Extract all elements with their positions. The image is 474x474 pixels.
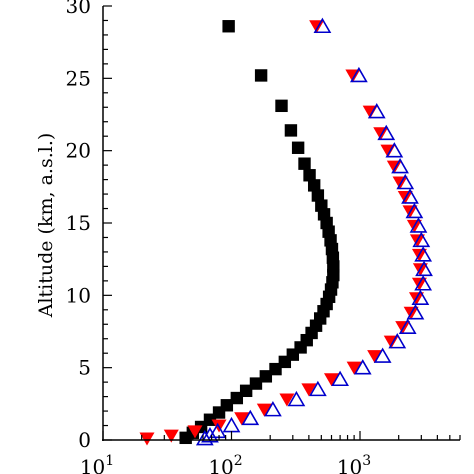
data-point-triangle-down [367, 350, 383, 364]
data-point-square [284, 124, 298, 137]
data-point-triangle-up [222, 416, 241, 433]
data-marks [139, 17, 433, 446]
y-tick-label: 20 [66, 139, 91, 163]
y-tick-label: 0 [78, 428, 91, 452]
data-point-triangle-up [349, 66, 368, 83]
data-point-triangle-down [301, 383, 317, 397]
data-point-square [275, 99, 288, 113]
data-point-triangle-down [139, 432, 155, 446]
y-axis-title: Altitude (km, a.s.l.) [35, 133, 57, 319]
y-tick-label: 10 [66, 283, 91, 307]
data-point-square [179, 431, 192, 445]
data-point-triangle-up [401, 188, 419, 204]
data-point-square [230, 391, 244, 405]
data-point-triangle-up [195, 429, 214, 446]
data-point-square [239, 384, 253, 398]
data-point-square [291, 141, 305, 154]
data-point-triangle-up [287, 390, 306, 407]
y-tick-label: 25 [66, 66, 91, 90]
data-point-triangle-up [313, 17, 332, 34]
y-tick-label: 30 [66, 0, 91, 18]
data-point-square [249, 377, 263, 390]
x-tick-label: 102 [208, 453, 242, 474]
data-point-triangle-up [391, 157, 409, 174]
data-point-triangle-up [241, 409, 260, 426]
data-point-triangle-up [415, 260, 433, 277]
data-point-triangle-up [388, 333, 407, 349]
data-point-square [254, 69, 268, 82]
data-point-square [259, 370, 273, 383]
series-triangle-up-open [195, 17, 433, 446]
data-point-triangle-down [234, 412, 250, 426]
data-point-triangle-up [409, 217, 428, 233]
x-tick-label: 103 [337, 453, 371, 474]
data-point-square [303, 169, 316, 182]
data-point-square [307, 179, 321, 192]
data-point-triangle-up [414, 275, 433, 291]
series-triangle-down [139, 20, 428, 446]
data-point-triangle-down [373, 127, 389, 141]
data-point-triangle-down [256, 403, 272, 417]
axes: 0 5 10 15 20 25 30 101 102 103 [66, 0, 461, 474]
data-point-triangle-up [414, 246, 433, 262]
y-tick-label: 5 [78, 356, 91, 380]
data-point-square [222, 20, 235, 33]
data-point-triangle-up [367, 103, 386, 119]
data-point-triangle-down [187, 425, 203, 439]
data-point-triangle-down [309, 20, 325, 34]
data-point-triangle-up [208, 422, 227, 439]
data-point-triangle-down [163, 429, 179, 443]
data-point-square [311, 189, 325, 202]
data-point-triangle-up [264, 401, 282, 417]
data-point-triangle-up [385, 142, 404, 158]
data-point-triangle-up [398, 318, 417, 334]
data-point-triangle-up [353, 359, 372, 375]
data-point-triangle-up [308, 380, 327, 397]
data-point-triangle-down [345, 69, 361, 83]
data-point-triangle-up [396, 173, 415, 190]
data-point-triangle-up [411, 289, 430, 306]
data-point-square [278, 355, 292, 369]
y-tick-label: 15 [66, 211, 91, 235]
data-point-triangle-up [405, 202, 424, 219]
data-point-triangle-down [386, 160, 402, 174]
data-point-triangle-up [412, 231, 431, 248]
data-point-triangle-up [373, 347, 392, 363]
data-point-triangle-up [377, 124, 396, 141]
data-point-triangle-up [331, 370, 349, 387]
data-point-triangle-down [279, 393, 295, 407]
data-point-triangle-down [323, 373, 339, 387]
data-point-square [269, 362, 282, 376]
data-point-triangle-down [346, 361, 362, 375]
data-point-triangle-up [406, 304, 425, 320]
data-point-square [298, 157, 311, 170]
series-square [179, 20, 340, 445]
x-tick-label: 101 [80, 453, 114, 474]
